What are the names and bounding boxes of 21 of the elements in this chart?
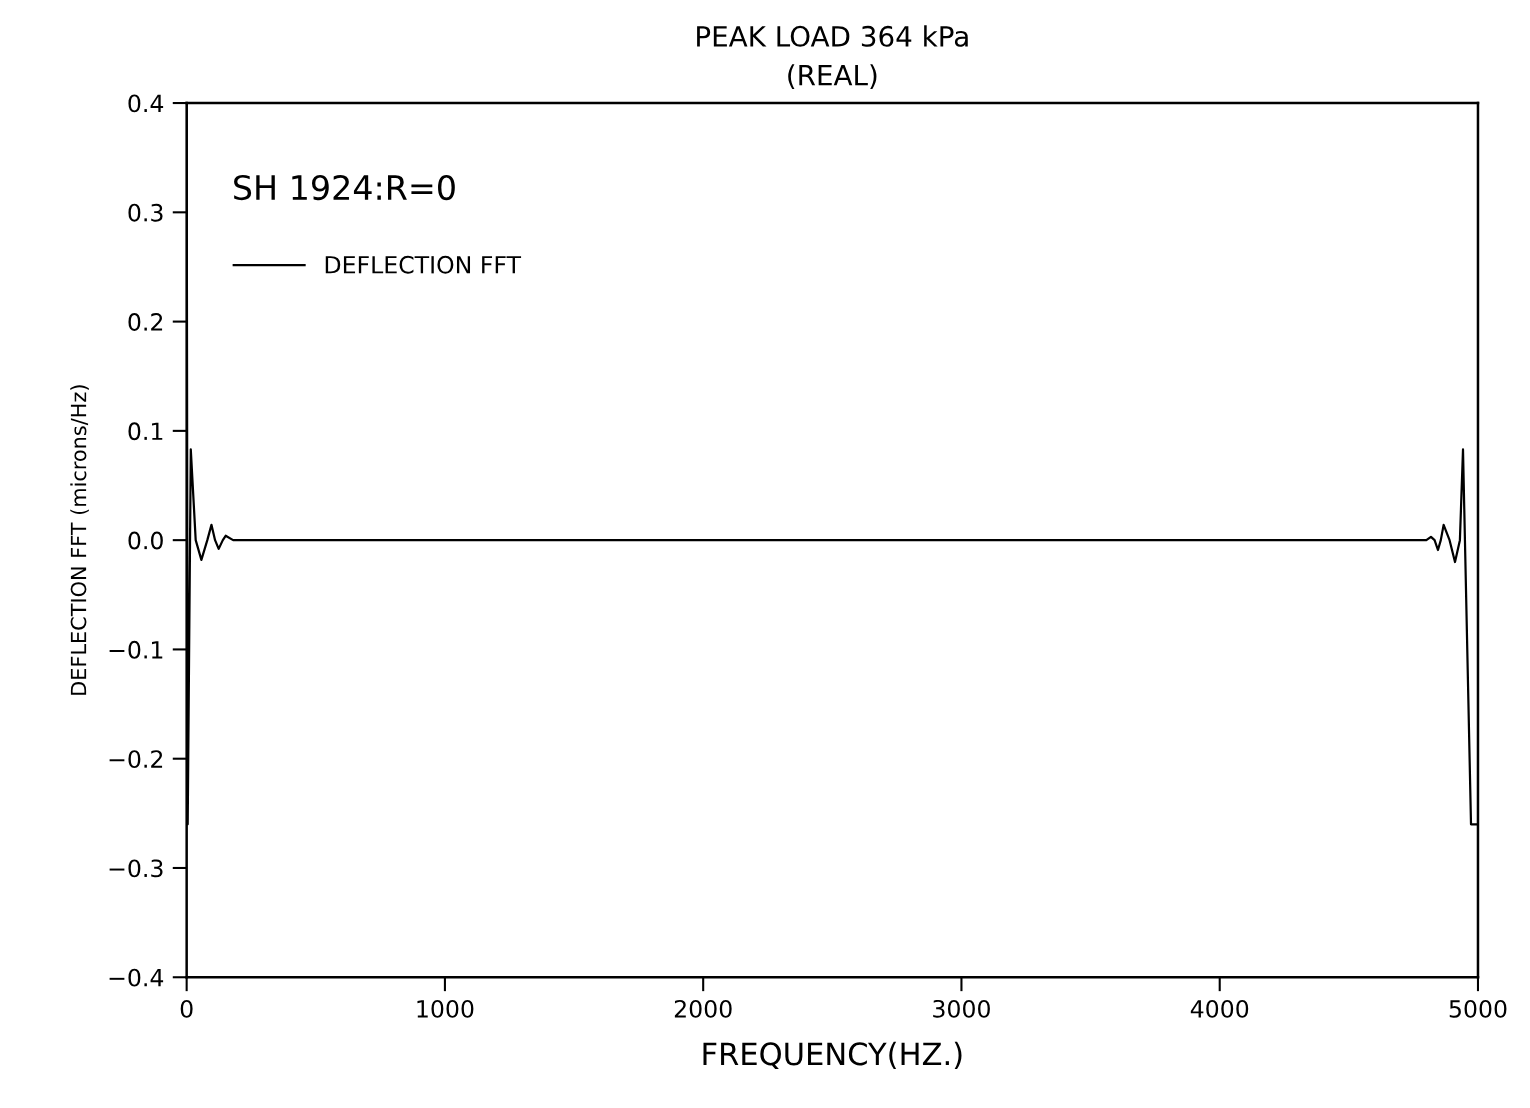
y-tick-label: −0.4: [109, 968, 164, 987]
legend-label: DEFLECTION FFT: [325, 255, 522, 274]
y-tick-label: 0.4: [128, 94, 164, 113]
y-axis-title: DEFLECTION FFT (microns/Hz): [70, 385, 89, 695]
x-axis-title: FREQUENCY(HZ.): [703, 1041, 962, 1070]
x-tick-label: 5000: [1449, 999, 1507, 1018]
x-tick-label: 3000: [933, 999, 990, 1018]
y-tick-label: 0.2: [128, 313, 163, 331]
y-tick-label: 0.1: [128, 422, 163, 441]
y-tick-label: −0.1: [109, 640, 163, 659]
chart-title: PEAK LOAD 364 kPa: [697, 25, 968, 47]
x-tick-label: 2000: [674, 999, 732, 1018]
y-tick-label: 0.3: [128, 203, 163, 222]
chart-subtitle: (REAL): [788, 64, 877, 89]
annotation: SH 1924:R=0: [234, 174, 455, 201]
x-tick-label: 0: [180, 999, 193, 1018]
y-tick-label: −0.2: [109, 750, 163, 769]
y-tick-label: −0.3: [109, 859, 163, 878]
y-tick-label: 0.0: [128, 531, 163, 550]
x-tick-label: 4000: [1190, 999, 1249, 1018]
x-tick-label: 1000: [417, 999, 474, 1018]
